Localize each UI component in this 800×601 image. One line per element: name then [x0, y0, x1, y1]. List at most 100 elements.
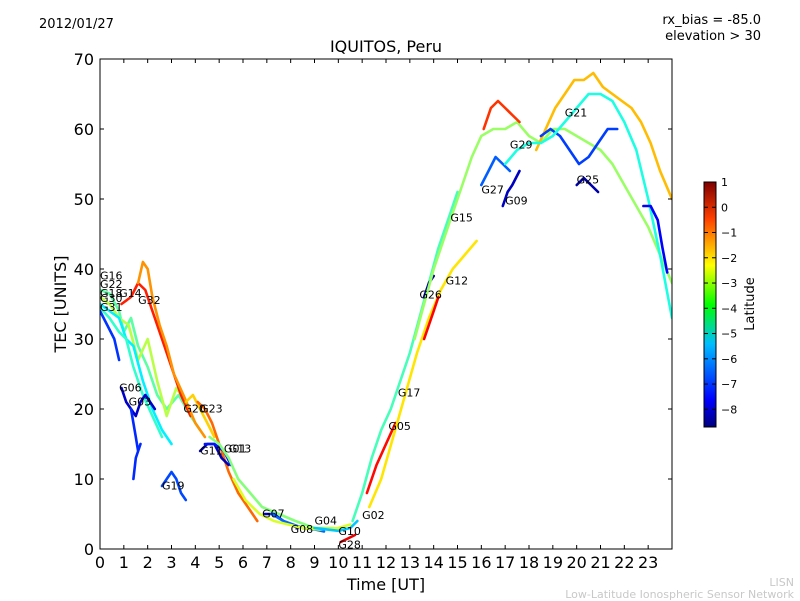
series-G02: [351, 190, 459, 523]
satellite-label-G02: G02: [362, 509, 385, 522]
satellite-label-G06: G06: [119, 382, 142, 395]
satellite-label-G27: G27: [481, 183, 504, 196]
satellite-label-G07: G07: [262, 508, 285, 521]
y-tick-label: 20: [74, 400, 94, 419]
satellite-label-G20: G20: [183, 403, 206, 416]
colorbar-tick-label: 0: [721, 201, 728, 214]
satellite-label-G09: G09: [505, 195, 528, 208]
x-axis-label: Time [UT]: [346, 575, 425, 594]
x-tick-label: 17: [495, 553, 515, 572]
x-tick-label: 7: [262, 553, 272, 572]
series-G24: [539, 127, 619, 166]
y-axis-label: TEC [UNITS]: [51, 256, 70, 354]
y-tick-label: 70: [74, 50, 94, 69]
colorbar-tick-label: −8: [721, 403, 737, 416]
x-tick-label: 8: [286, 553, 296, 572]
colorbar-tick-label: 1: [721, 176, 728, 189]
series-G30: [100, 306, 164, 439]
series-G05: [365, 421, 397, 495]
y-tick-label: 30: [74, 330, 94, 349]
satellite-label-G11: G11: [200, 445, 223, 458]
satellite-label-G31: G31: [100, 301, 123, 314]
series-G10: [313, 519, 359, 533]
satellite-label-G32: G32: [138, 294, 161, 307]
satellite-label-G30: G30: [100, 292, 123, 305]
x-tick-label: 18: [519, 553, 539, 572]
x-tick-label: 10: [328, 553, 348, 572]
series-G18: [100, 302, 173, 446]
x-tick-label: 20: [566, 553, 586, 572]
x-tick-label: 23: [638, 553, 658, 572]
series-G23: [196, 400, 259, 523]
x-tick-label: 4: [190, 553, 200, 572]
x-tick-label: 6: [238, 553, 248, 572]
footer-lisn: LISN: [769, 576, 794, 589]
plot-frame: [99, 58, 673, 550]
satellite-label-G10: G10: [338, 525, 361, 538]
series-G16: [100, 288, 202, 432]
satellite-label-G23: G23: [200, 403, 223, 416]
series-G27: [480, 155, 512, 187]
x-tick-label: 12: [376, 553, 396, 572]
y-tick-label: 10: [74, 470, 94, 489]
satellite-label-G01: G01: [224, 442, 247, 455]
chart-title: IQUITOS, Peru: [330, 37, 442, 56]
series-G32: [136, 260, 207, 439]
y-tick-label: 0: [84, 540, 94, 559]
x-axis: 0 1 2 3 4 5 6 7 8 9 10 11 12 13 14 15 16 17 18 19 20 21 22 23: [95, 59, 658, 572]
satellite-label-G13: G13: [229, 442, 252, 455]
x-tick-label: 16: [471, 553, 491, 572]
satellite-label-G26: G26: [419, 288, 442, 301]
series-G21: [534, 71, 672, 201]
x-tick-label: 21: [590, 553, 610, 572]
y-axis: 0 10 20 30 40 50 60 70: [74, 50, 672, 559]
satellite-label-G08: G08: [291, 523, 314, 536]
satellite-label-G22: G22: [100, 278, 123, 291]
series-G29: [482, 99, 521, 131]
x-tick-label: 0: [95, 553, 105, 572]
x-tick-label: 9: [309, 553, 319, 572]
series-layer: [100, 71, 672, 544]
colorbar-tick-label: −6: [721, 353, 737, 366]
x-tick-label: 15: [447, 553, 467, 572]
footer-network: Low-Latitude Ionospheric Sensor Network: [565, 588, 794, 601]
satellite-label-G14: G14: [119, 287, 142, 300]
series-G09: [501, 169, 521, 208]
colorbar-tick-label: −2: [721, 252, 737, 265]
satellite-label-G29: G29: [510, 139, 533, 152]
rx-bias-label: rx_bias = -85.0: [662, 13, 761, 28]
series-G17: [368, 239, 478, 509]
satellite-label-G28: G28: [338, 538, 361, 551]
series-G20: [184, 393, 216, 439]
x-tick-label: 5: [214, 553, 224, 572]
series-G28: [339, 533, 357, 544]
x-tick-label: 1: [119, 553, 129, 572]
series-G19: [160, 470, 188, 502]
series-G35: [503, 92, 672, 320]
satellite-label-G25: G25: [577, 174, 600, 187]
x-tick-label: 22: [614, 553, 634, 572]
satellite-label-G17: G17: [398, 386, 421, 399]
x-tick-label: 3: [166, 553, 176, 572]
satellite-label-G18: G18: [100, 287, 123, 300]
elevation-label: elevation > 30: [665, 29, 761, 44]
series-G06: [120, 386, 157, 418]
x-tick-label: 19: [543, 553, 563, 572]
colorbar-ticks: 1 0 −1 −2 −3 −4 −5 −6 −7 −8: [704, 176, 737, 416]
satellite-label-G04: G04: [315, 515, 338, 528]
x-tick-label: 14: [423, 553, 443, 572]
series-G03: [129, 407, 142, 481]
y-tick-label: 40: [74, 260, 94, 279]
series-G36: [642, 204, 669, 274]
colorbar: [703, 181, 717, 428]
y-tick-label: 50: [74, 190, 94, 209]
colorbar-tick-label: −7: [721, 378, 737, 391]
satellite-label-G21: G21: [565, 106, 588, 119]
colorbar-tick-label: −4: [721, 302, 737, 315]
colorbar-tick-label: −1: [721, 227, 737, 240]
colorbar-label: Latitude: [743, 277, 758, 331]
x-tick-label: 13: [400, 553, 420, 572]
satellite-label-G03: G03: [129, 396, 152, 409]
